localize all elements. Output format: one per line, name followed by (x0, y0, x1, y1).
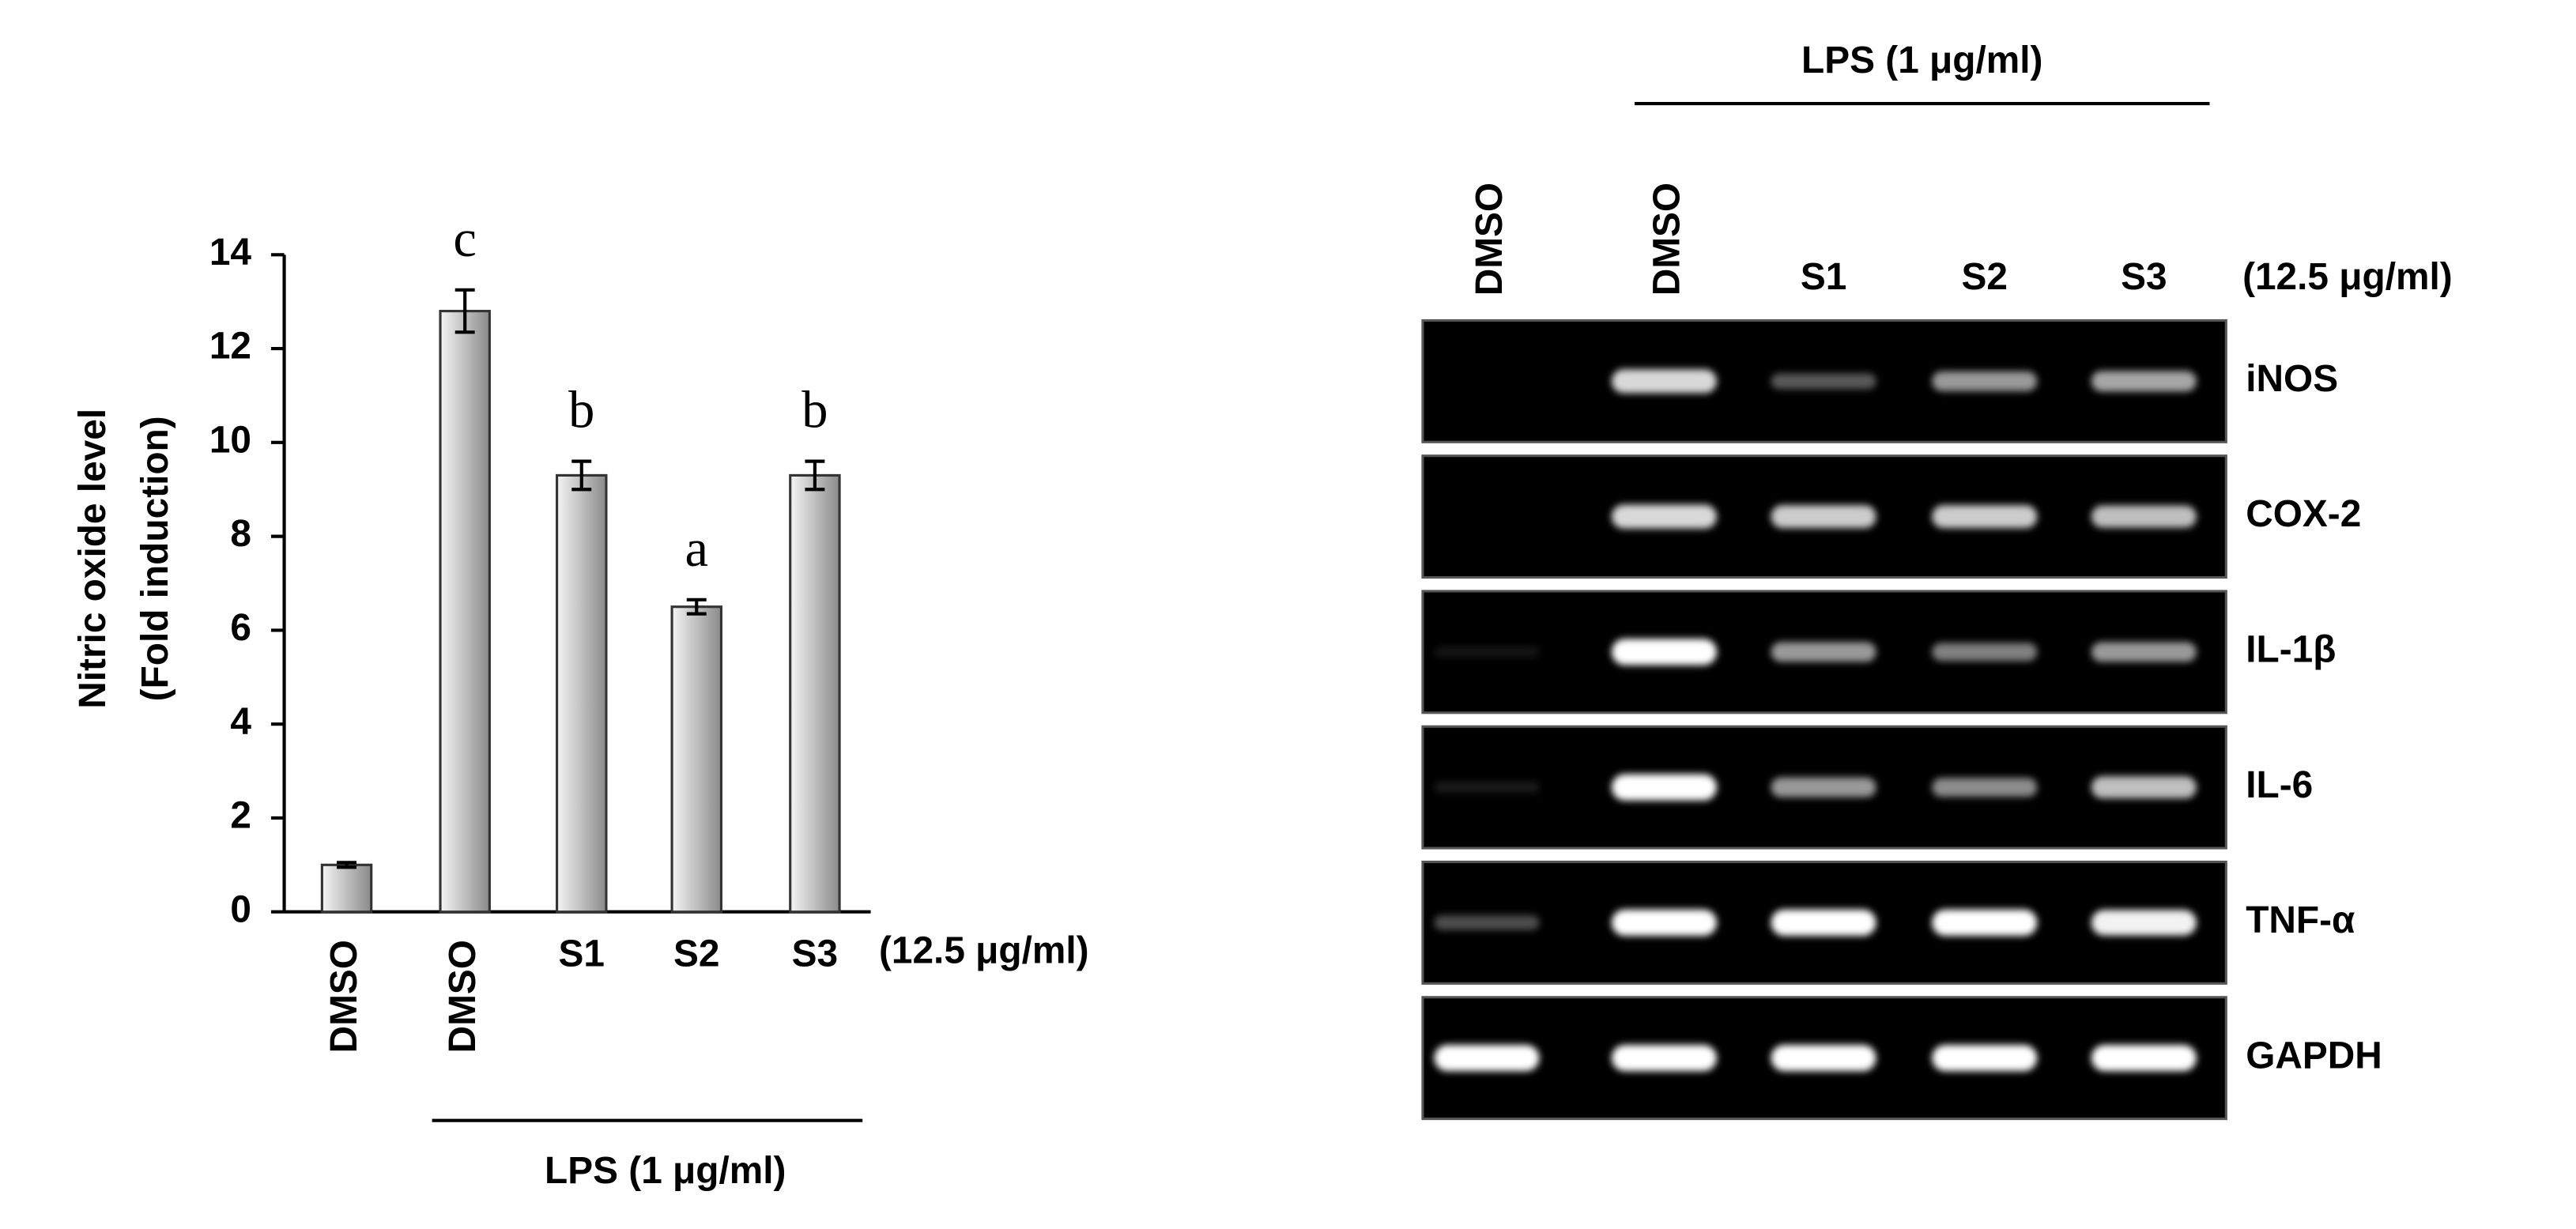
x-tick-label: S3 (792, 933, 838, 975)
x-tick-label: S2 (673, 933, 719, 975)
lane-label: S3 (2121, 256, 2167, 298)
band (1771, 505, 1876, 529)
significance-letter: a (685, 520, 708, 578)
y-tick-label: 12 (209, 326, 251, 368)
band (1932, 778, 2038, 797)
y-tick-label: 6 (230, 607, 251, 649)
lane-label: S1 (1801, 256, 1846, 298)
bar (439, 310, 491, 914)
significance-letter: c (453, 210, 477, 268)
y-tick-label: 2 (230, 795, 251, 837)
band (1771, 777, 1876, 797)
band (2091, 910, 2197, 936)
x-tick-label: DMSO (442, 940, 484, 1053)
band (1611, 504, 1717, 529)
band (2091, 642, 2197, 662)
band (1932, 643, 2038, 662)
gel-concentration: (12.5 μg/ml) (2242, 256, 2453, 298)
band (1611, 639, 1717, 665)
group-label: LPS (1 μg/ml) (545, 1150, 786, 1192)
band (1771, 642, 1876, 662)
significance-letter: b (568, 382, 594, 439)
bar (789, 473, 841, 914)
y-tick-label: 14 (209, 232, 252, 273)
band (1611, 1045, 1717, 1072)
band (2091, 776, 2197, 799)
band (1771, 1045, 1876, 1072)
y-tick-label: 10 (209, 419, 251, 461)
band (2091, 1045, 2197, 1072)
bar (556, 473, 608, 914)
lane-label: DMSO (1646, 183, 1688, 296)
gene-label: iNOS (2246, 358, 2338, 400)
lane-label: S2 (1962, 256, 2008, 298)
band (1434, 915, 1540, 930)
band (1932, 371, 2038, 391)
band (1434, 781, 1540, 794)
band (1611, 774, 1717, 801)
bar (670, 605, 722, 914)
band (2091, 371, 2197, 392)
band (1932, 505, 2038, 529)
x-tick-label: DMSO (323, 940, 365, 1053)
band (1611, 369, 1717, 394)
y-axis-label: (Fold induction) (134, 416, 176, 701)
band (1932, 1045, 2038, 1072)
lane-label: DMSO (1469, 183, 1511, 296)
y-axis-label: Nitric oxide level (72, 409, 114, 709)
gene-label: COX-2 (2246, 493, 2361, 535)
treatment-label: (12.5 μg/ml) (879, 929, 1089, 971)
band (1771, 373, 1876, 390)
bar (320, 863, 373, 914)
band (1434, 1045, 1540, 1072)
x-tick-label: S1 (559, 933, 605, 975)
band (2091, 505, 2197, 528)
significance-letter: b (801, 382, 828, 439)
band (1611, 909, 1717, 937)
y-tick-label: 8 (230, 513, 251, 555)
y-tick-label: 0 (230, 888, 251, 930)
gene-label: IL-1β (2246, 629, 2336, 671)
y-tick-label: 4 (230, 701, 251, 743)
gene-label: TNF-α (2246, 899, 2355, 941)
gene-label: GAPDH (2246, 1035, 2382, 1076)
band (1434, 646, 1540, 658)
band (1771, 909, 1876, 937)
gel-header: LPS (1 μg/ml) (1801, 40, 2042, 81)
gene-label: IL-6 (2246, 764, 2313, 806)
band (1932, 909, 2038, 937)
